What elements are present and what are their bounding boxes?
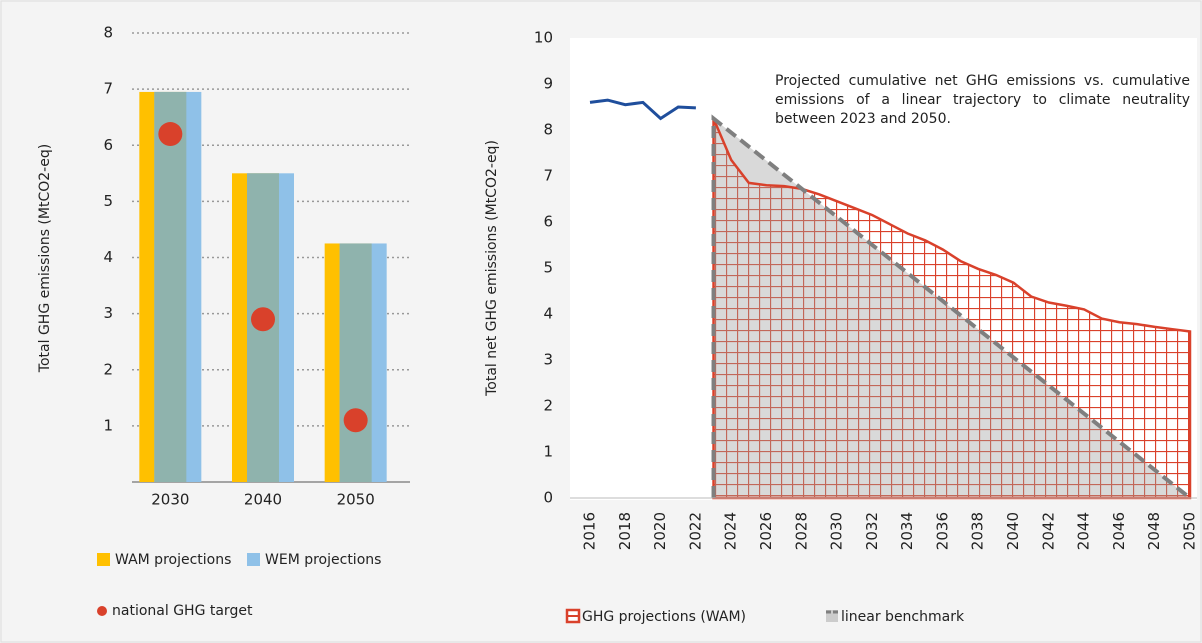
y-tick-label: 4 [543,305,553,323]
x-tick-label: 2020 [651,512,669,550]
y-tick-label: 7 [103,80,113,98]
x-tick-label: 2016 [581,512,599,550]
y-tick-label: 3 [543,351,553,369]
y-tick-label: 8 [543,121,553,139]
x-tick-label: 2036 [933,512,951,550]
x-tick-label: 2024 [722,512,740,550]
x-tick-label: 2022 [686,512,704,550]
x-tick-label: 2018 [616,512,634,550]
benchmark-line [711,114,1192,500]
target-dot [158,122,183,147]
x-tick-label: 2050 [337,491,375,509]
legend-swatch [97,553,110,566]
bar-overlap [154,91,187,483]
x-tick-label: 2046 [1110,512,1128,550]
x-tick-label: 2040 [1004,512,1022,550]
x-tick-label: 2034 [898,512,916,550]
y-tick-label: 2 [103,360,113,378]
y-tick-label: 10 [534,29,553,47]
x-tick-label: 2048 [1145,512,1163,550]
x-tick-label: 2028 [792,512,810,550]
annotation: Projected cumulative net GHG emissions v… [775,73,1190,127]
y-axis-label: Total net GHG emissions (MtCO2-eq) [484,140,500,397]
target-dot [343,408,368,433]
legend-label: GHG projections (WAM) [582,609,746,625]
x-tick-label: 2044 [1075,512,1093,550]
y-tick-label: 0 [543,489,553,507]
y-tick-label: 3 [103,304,113,322]
y-axis-label: Total GHG emissions (MtCO2-eq) [37,144,53,373]
legend-label: WAM projections [115,552,231,568]
x-tick-label: 2042 [1039,512,1057,550]
y-tick-label: 6 [103,136,113,154]
x-tick-label: 2040 [244,491,282,509]
x-tick-label: 2026 [757,512,775,550]
y-tick-label: 6 [543,213,553,231]
x-tick-label: 2030 [828,512,846,550]
y-tick-label: 1 [103,416,113,434]
legend-label: national GHG target [112,603,253,619]
legend-swatch [247,553,260,566]
y-tick-label: 9 [543,75,553,93]
y-tick-label: 7 [543,167,553,185]
y-tick-label: 8 [103,24,113,42]
y-tick-label: 5 [103,192,113,210]
y-tick-label: 1 [543,443,553,461]
x-tick-label: 2050 [1181,512,1199,550]
bar-overlap [339,243,372,482]
legend-dot [97,606,107,616]
legend-label: WEM projections [265,552,381,568]
x-tick-label: 2030 [151,491,189,509]
y-tick-label: 2 [543,397,553,415]
x-tick-label: 2038 [969,512,987,550]
y-tick-label: 4 [103,248,113,266]
x-tick-label: 2032 [863,512,881,550]
y-tick-label: 5 [543,259,553,277]
target-dot [251,307,275,332]
legend-label: linear benchmark [841,609,965,625]
history-line [589,98,696,121]
